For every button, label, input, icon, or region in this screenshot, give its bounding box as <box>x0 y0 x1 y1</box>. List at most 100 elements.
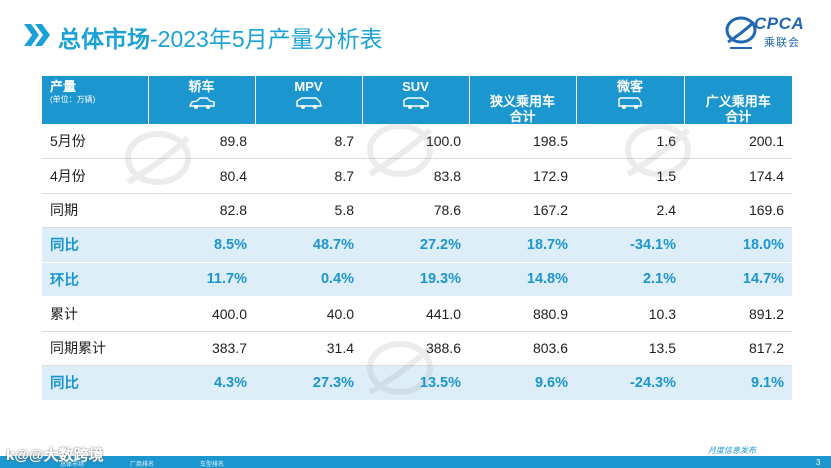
table-row: 同期累计 383.7 31.4 388.6 803.6 13.5 817.2 <box>42 331 792 366</box>
table-cell: 82.8 <box>148 193 255 228</box>
header-col-label: 广义乘用车 合计 <box>705 94 771 124</box>
row-label: 同比 <box>42 227 148 263</box>
table-cell: 27.3% <box>255 365 362 401</box>
slide-footer: 总体市场 厂商排名 车型排名 k@@大数跨境 月度信息发布 3 <box>0 446 831 468</box>
header-col: 轿车 <box>148 76 256 124</box>
row-label: 同期累计 <box>42 331 148 366</box>
table-cell: 1.5 <box>576 158 684 194</box>
watermark-logo-icon <box>367 123 433 177</box>
row-label: 同比 <box>42 365 148 401</box>
header-col-label: SUV <box>402 79 429 94</box>
footer-bar <box>0 456 831 468</box>
minivan-icon <box>618 97 642 109</box>
table-cell: 8.5% <box>148 227 255 263</box>
table-cell: 13.5% <box>362 365 469 401</box>
table-cell: 48.7% <box>255 227 362 263</box>
cpca-logo: CPCA 乘联会 <box>724 12 816 54</box>
header-col: 广义乘用车 合计 <box>684 76 792 124</box>
table-cell: 169.6 <box>684 193 792 228</box>
footer-tab[interactable]: 厂商排名 <box>130 462 155 468</box>
table-header-row: 产量 (单位：万辆) 轿车 MPV SUV <box>42 76 792 124</box>
table-cell: 388.6 <box>362 331 469 366</box>
production-table: 产量 (单位：万辆) 轿车 MPV SUV <box>42 76 792 401</box>
table-cell: 172.9 <box>469 158 576 194</box>
table-cell: 2.4 <box>576 193 684 228</box>
watermark-logo-icon <box>125 131 191 185</box>
table-cell: 9.1% <box>684 365 792 401</box>
table-cell: 174.4 <box>684 158 792 194</box>
row-label: 同期 <box>42 193 148 228</box>
table-row: 同比 4.3% 27.3% 13.5% 9.6% -24.3% 9.1% <box>42 365 792 401</box>
table-cell: 78.6 <box>362 193 469 228</box>
table-cell: 8.7 <box>255 158 362 194</box>
header-col-label: 微客 <box>616 79 643 94</box>
table-cell: 2.1% <box>576 262 684 297</box>
table-cell: 817.2 <box>684 331 792 366</box>
table-cell: 10.3 <box>576 296 684 332</box>
table-cell: -34.1% <box>576 227 684 263</box>
table-cell: 19.3% <box>362 262 469 297</box>
table-cell: 31.4 <box>255 331 362 366</box>
table-cell: 9.6% <box>469 365 576 401</box>
table-cell: 167.2 <box>469 193 576 228</box>
table-cell: 89.8 <box>148 124 255 159</box>
table-cell: 803.6 <box>469 331 576 366</box>
table-cell: 14.7% <box>684 262 792 297</box>
header-unit: (单位：万辆) <box>50 95 96 104</box>
table-cell: 198.5 <box>469 124 576 159</box>
sedan-icon <box>188 97 215 109</box>
table-cell: 441.0 <box>362 296 469 332</box>
footer-right-text: 月度信息发布 <box>708 446 756 455</box>
table-row: 累计 400.0 40.0 441.0 880.9 10.3 891.2 <box>42 296 792 332</box>
header-production-label: 产量 <box>50 79 77 94</box>
page-number: 3 <box>816 458 821 467</box>
logo-swirl-icon <box>725 16 757 49</box>
row-label: 4月份 <box>42 158 148 194</box>
table-cell: 5.8 <box>255 193 362 228</box>
header-col: 微客 <box>576 76 685 124</box>
page-title: 总体市场-2023年5月产量分析表 <box>58 20 383 54</box>
table-cell: 40.0 <box>255 296 362 332</box>
table-cell: 200.1 <box>684 124 792 159</box>
header-col-label: 轿车 <box>188 79 215 94</box>
logo-subtext: 乘联会 <box>764 37 800 49</box>
table-cell: 14.8% <box>469 262 576 297</box>
watermark-logo-icon <box>625 123 691 177</box>
watermark-logo-icon <box>367 341 433 395</box>
title-rest: -2023年5月产量分析表 <box>150 26 383 52</box>
table-cell: -24.3% <box>576 365 684 401</box>
row-label: 5月份 <box>42 124 148 159</box>
table-cell: 8.7 <box>255 124 362 159</box>
title-main: 总体市场 <box>58 26 150 52</box>
table-row: 4月份 80.4 8.7 83.8 172.9 1.5 174.4 <box>42 158 792 194</box>
header-col: MPV <box>255 76 363 124</box>
double-chevron-icon <box>24 24 50 46</box>
table-row: 同期 82.8 5.8 78.6 167.2 2.4 169.6 <box>42 193 792 228</box>
table-cell: 83.8 <box>362 158 469 194</box>
table-body: 5月份 89.8 8.7 100.0 198.5 1.6 200.1 4月份 80.4 8.7 83… <box>42 124 792 401</box>
footer-tab[interactable]: 总体市场 <box>60 462 85 468</box>
table-cell: 891.2 <box>684 296 792 332</box>
table-cell: 27.2% <box>362 227 469 263</box>
header-col-label: MPV <box>294 79 323 94</box>
footer-watermark: k@@大数跨境 <box>6 447 104 464</box>
table-cell: 100.0 <box>362 124 469 159</box>
header-production: 产量 (单位：万辆) <box>42 76 149 124</box>
table-cell: 18.0% <box>684 227 792 263</box>
table-cell: 4.3% <box>148 365 255 401</box>
row-label: 环比 <box>42 262 148 297</box>
table-cell: 880.9 <box>469 296 576 332</box>
footer-tab[interactable]: 车型排名 <box>200 462 225 468</box>
header-col: 狭义乘用车 合计 <box>469 76 577 124</box>
row-label: 累计 <box>42 296 148 332</box>
table-cell: 80.4 <box>148 158 255 194</box>
table-row: 5月份 89.8 8.7 100.0 198.5 1.6 200.1 <box>42 124 792 159</box>
table-row: 环比 11.7% 0.4% 19.3% 14.8% 2.1% 14.7% <box>42 262 792 297</box>
table-cell: 13.5 <box>576 331 684 366</box>
mpv-icon <box>295 97 322 109</box>
table-cell: 400.0 <box>148 296 255 332</box>
suv-icon <box>402 97 429 109</box>
table-cell: 1.6 <box>576 124 684 159</box>
header-col: SUV <box>362 76 470 124</box>
logo-text: CPCA <box>754 14 805 33</box>
